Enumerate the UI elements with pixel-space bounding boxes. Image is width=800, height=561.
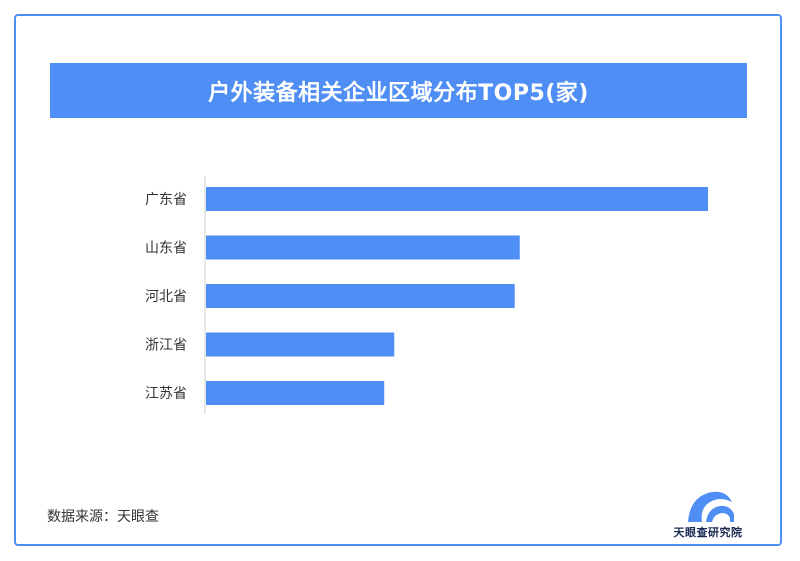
category-label-4: 浙江省 xyxy=(145,338,187,354)
data-source-note: 数据来源：天眼查 xyxy=(47,509,159,525)
bar-4 xyxy=(206,332,395,357)
logo-text: 天眼查研究院 xyxy=(673,526,743,539)
category-label-1: 广东省 xyxy=(145,192,187,208)
bar-1 xyxy=(206,187,708,211)
tianyancha-logo: 天眼查研究院 xyxy=(662,484,754,544)
chart-title: 户外装备相关企业区域分布TOP5(家) xyxy=(208,80,589,106)
bar-5 xyxy=(206,381,385,405)
category-label-5: 江苏省 xyxy=(145,386,187,402)
title-banner: 户外装备相关企业区域分布TOP5(家) xyxy=(50,63,747,118)
bar-2 xyxy=(206,235,520,260)
category-label-2: 山东省 xyxy=(145,241,187,257)
category-label-3: 河北省 xyxy=(145,289,187,305)
bar-3 xyxy=(206,284,515,308)
tianyancha-logo-icon xyxy=(688,491,734,522)
